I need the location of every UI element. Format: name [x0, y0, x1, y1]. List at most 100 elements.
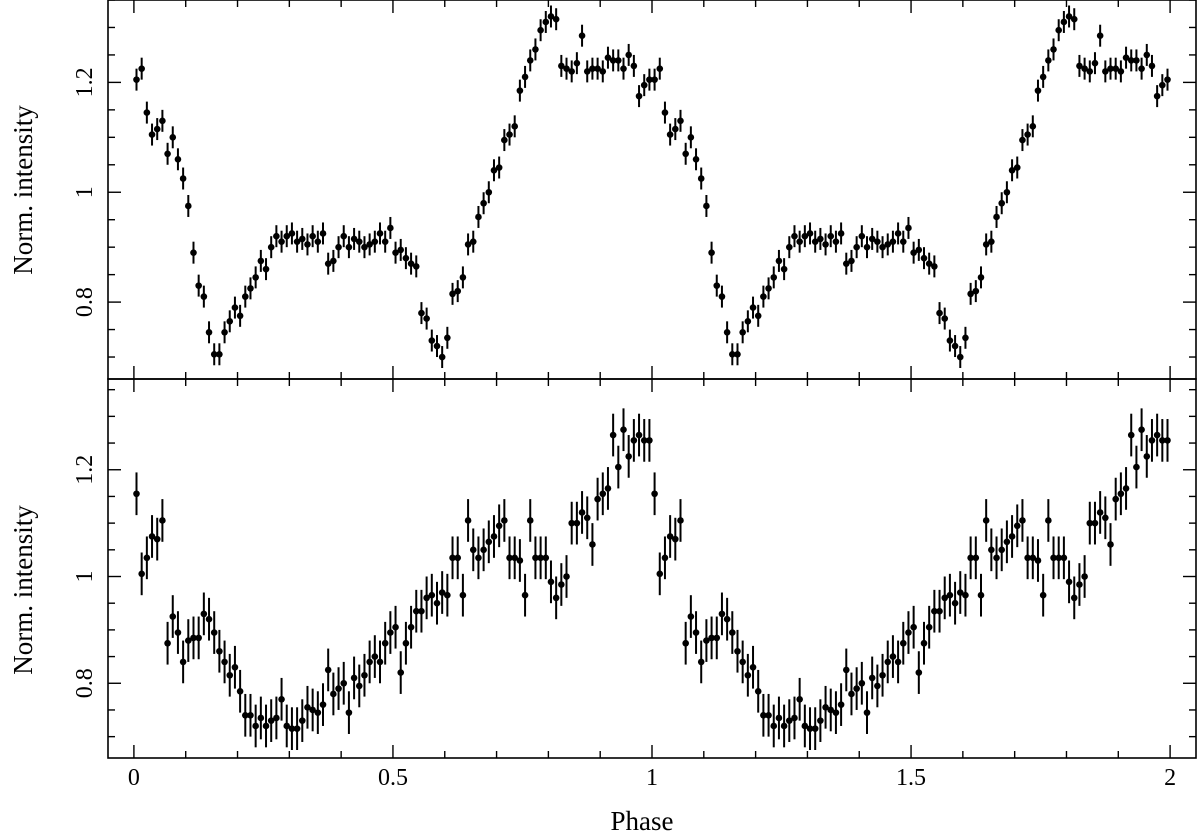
bottom-data-point — [314, 709, 322, 716]
top-data-point — [324, 260, 332, 267]
top-data-point — [283, 232, 291, 240]
top-data-point — [278, 238, 285, 245]
bottom-data-point — [1045, 517, 1052, 524]
bottom-data-point — [1159, 437, 1166, 444]
x-tick-label: 1.5 — [896, 765, 926, 791]
bottom-data-point — [640, 437, 648, 444]
top-data-point — [376, 230, 384, 237]
bottom-data-point — [666, 533, 674, 540]
bottom-data-point — [532, 554, 539, 562]
bottom-data-point — [1153, 431, 1161, 439]
top-data-point — [910, 249, 917, 256]
bottom-data-point — [138, 570, 145, 578]
top-data-point — [915, 246, 923, 254]
bottom-data-point — [1013, 522, 1021, 530]
top-data-point — [874, 238, 881, 245]
bottom-data-point — [506, 554, 513, 562]
top-data-point — [262, 265, 270, 273]
bottom-data-point — [594, 495, 601, 503]
bottom-data-point — [200, 610, 208, 618]
top-data-point — [941, 315, 949, 322]
bottom-data-point — [511, 554, 519, 562]
bottom-data-point — [169, 613, 177, 620]
bottom-data-point — [868, 674, 876, 682]
bottom-data-point — [459, 591, 467, 599]
bottom-data-point — [355, 682, 363, 690]
top-data-point — [1117, 68, 1125, 75]
bottom-data-point — [1138, 426, 1145, 434]
top-data-point — [1034, 87, 1042, 94]
bottom-data-point — [583, 514, 591, 522]
bottom-data-point — [236, 687, 244, 695]
bottom-panel-error-bars — [135, 408, 1169, 750]
top-data-point — [216, 350, 223, 358]
top-data-point — [962, 334, 969, 342]
bottom-data-point — [174, 629, 182, 636]
top-data-point — [1143, 51, 1151, 59]
bottom-data-point — [1034, 557, 1042, 564]
top-data-point — [164, 150, 171, 158]
bottom-data-point — [454, 554, 462, 562]
bottom-data-point — [257, 714, 265, 722]
top-data-point — [863, 243, 871, 251]
top-data-point — [868, 235, 876, 243]
bottom-data-point — [350, 674, 358, 682]
top-data-point — [749, 304, 757, 311]
top-data-point — [1086, 68, 1094, 75]
bottom-data-point — [697, 658, 705, 666]
top-data-point — [578, 32, 586, 40]
top-data-point — [1076, 62, 1083, 70]
bottom-data-point — [392, 623, 399, 631]
top-data-point — [848, 257, 855, 265]
bottom-data-point — [1081, 573, 1088, 580]
top-data-point — [977, 274, 985, 281]
top-data-point — [765, 285, 772, 292]
bottom-data-point — [936, 607, 943, 615]
top-data-point — [640, 81, 648, 89]
top-data-point — [630, 62, 638, 70]
top-data-point — [920, 254, 928, 262]
top-data-point — [402, 254, 410, 262]
bottom-data-point — [615, 463, 622, 471]
top-data-point — [1013, 164, 1021, 171]
top-data-point — [1081, 65, 1088, 72]
top-data-point — [169, 134, 177, 141]
bottom-panel-y-axis-label: Norm. intensity — [8, 505, 38, 675]
top-data-point — [1138, 65, 1145, 72]
top-data-point — [780, 265, 788, 273]
bottom-data-point — [501, 517, 508, 524]
bottom-data-point — [475, 554, 482, 562]
top-data-point — [449, 290, 456, 298]
top-data-point — [982, 241, 990, 248]
bottom-data-point — [630, 437, 638, 444]
bottom-data-point — [599, 490, 607, 498]
bottom-data-point — [558, 581, 565, 588]
bottom-data-point — [946, 591, 954, 599]
top-data-point — [366, 241, 373, 248]
bottom-data-point — [1003, 538, 1011, 546]
top-data-point — [185, 202, 192, 210]
top-data-point — [516, 87, 524, 94]
top-data-point — [837, 230, 845, 237]
top-data-point — [1096, 32, 1104, 40]
top-data-point — [594, 65, 601, 72]
bottom-data-point — [1055, 554, 1063, 562]
bottom-data-point — [179, 658, 187, 666]
top-panel-frame — [107, 0, 1197, 380]
top-data-point — [661, 109, 669, 116]
bottom-data-point — [977, 591, 985, 599]
top-data-point — [1133, 57, 1140, 64]
top-data-point — [444, 334, 451, 342]
top-data-point — [423, 315, 430, 322]
bottom-data-point — [516, 557, 524, 564]
top-data-point — [635, 92, 643, 100]
top-data-point — [894, 230, 902, 237]
bottom-data-point — [397, 669, 405, 676]
top-data-point — [729, 350, 736, 358]
bottom-data-point — [205, 615, 213, 623]
bottom-data-point — [449, 554, 456, 562]
top-data-point — [1102, 68, 1109, 75]
top-data-point — [734, 350, 741, 358]
top-y-tick-label: 1.2 — [72, 67, 98, 97]
bottom-data-point — [884, 658, 892, 666]
